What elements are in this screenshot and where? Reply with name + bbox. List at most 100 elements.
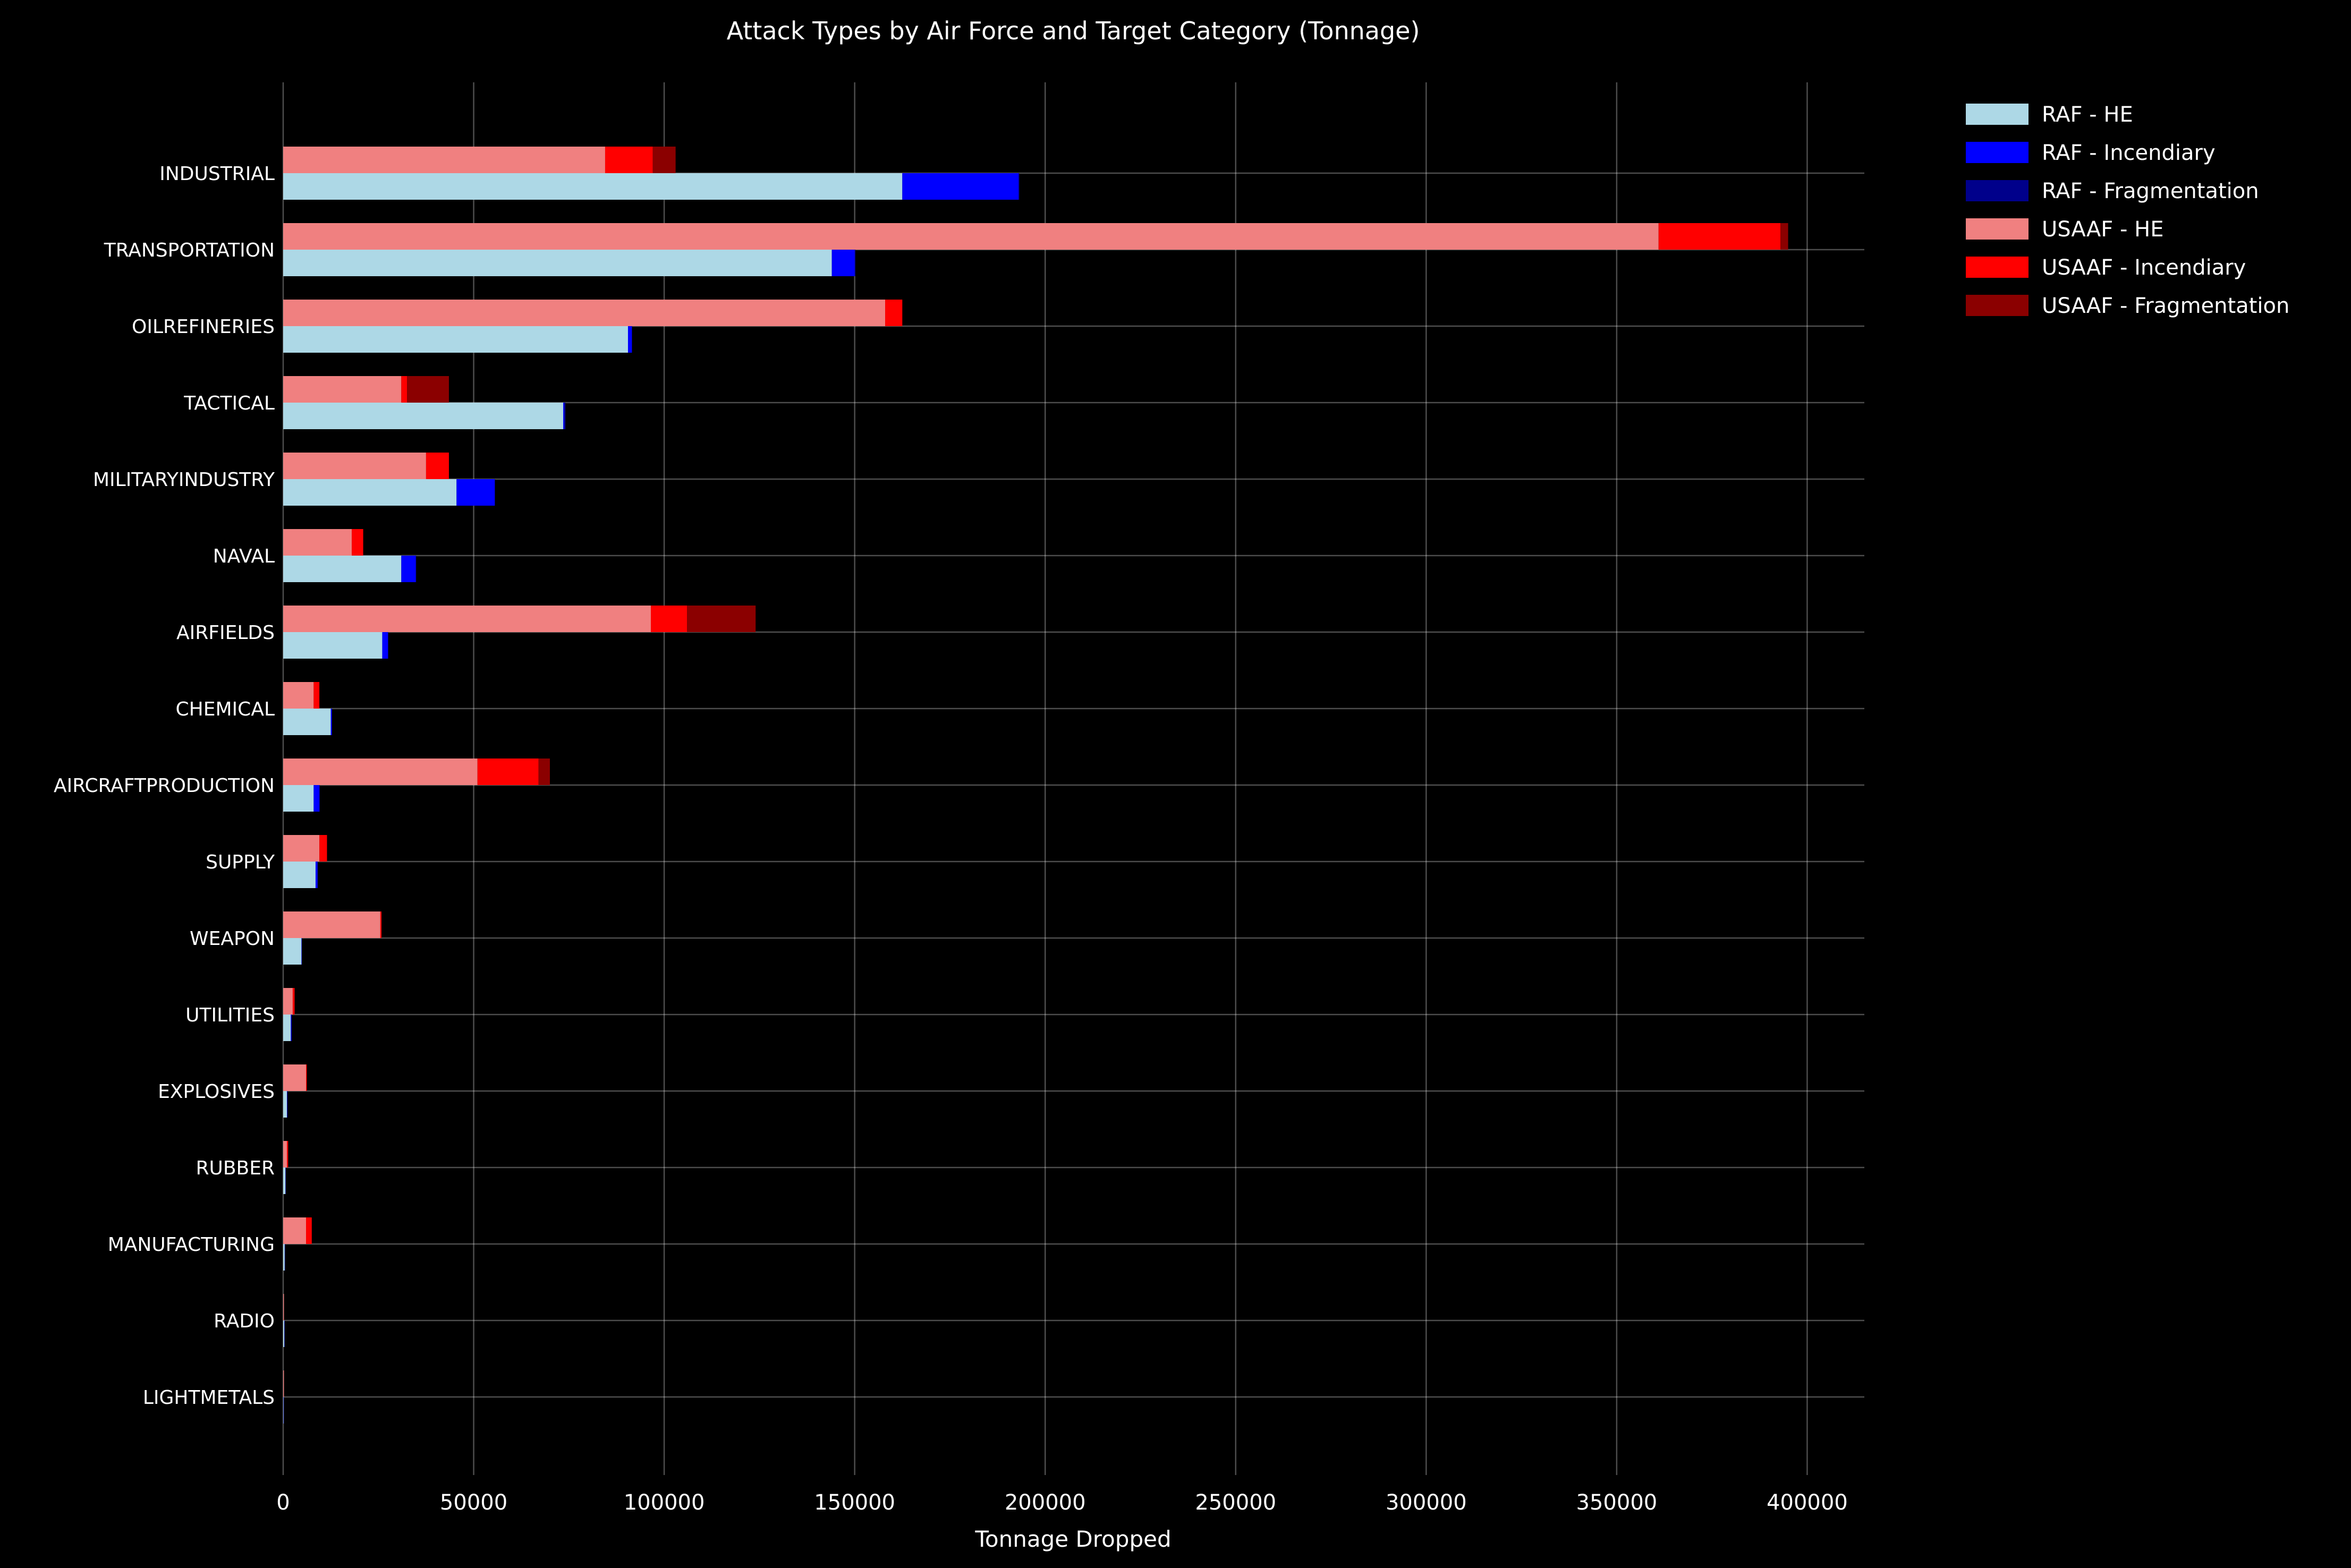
bar-segment bbox=[283, 606, 651, 632]
bar-segment bbox=[538, 759, 550, 785]
bar-segment bbox=[407, 376, 449, 403]
bar-segment bbox=[283, 147, 605, 173]
bar-segment bbox=[651, 606, 688, 632]
bar-segment bbox=[283, 1217, 307, 1244]
bar-segment bbox=[1780, 223, 1788, 250]
bar-segment bbox=[283, 300, 886, 326]
bar-segment bbox=[283, 1244, 285, 1271]
x-tick-label: 350000 bbox=[1576, 1490, 1658, 1515]
legend-label: RAF - Incendiary bbox=[2042, 141, 2216, 165]
y-tick-label: WEAPON bbox=[190, 928, 275, 950]
legend: RAF - HE RAF - Incendiary RAF - Fragmentat… bbox=[1966, 103, 2289, 318]
y-tick-label: OILREFINERIES bbox=[132, 316, 275, 338]
bar-segment bbox=[380, 911, 382, 938]
x-axis-label: Tonnage Dropped bbox=[974, 1526, 1171, 1552]
bar-segment bbox=[283, 250, 832, 276]
bar-segment bbox=[315, 862, 318, 888]
legend-label: USAAF - HE bbox=[2042, 217, 2163, 242]
y-tick-label: EXPLOSIVES bbox=[158, 1081, 275, 1103]
bar-segment bbox=[319, 785, 320, 812]
bar-segment bbox=[283, 938, 302, 965]
bar-segment bbox=[283, 1064, 307, 1091]
bar-segment bbox=[382, 632, 388, 659]
legend-swatch bbox=[1966, 295, 2029, 316]
y-tick-label: RUBBER bbox=[196, 1157, 275, 1179]
x-tick-label: 200000 bbox=[1005, 1490, 1086, 1515]
legend-label: USAAF - Incendiary bbox=[2042, 255, 2246, 280]
chart-title: Attack Types by Air Force and Target Cat… bbox=[727, 16, 1420, 45]
bar-segment bbox=[283, 479, 457, 506]
legend-swatch bbox=[1966, 142, 2029, 163]
y-tick-label: AIRFIELDS bbox=[176, 622, 275, 644]
bar-segment bbox=[287, 1141, 288, 1168]
bar-segment bbox=[283, 556, 402, 582]
bar-segment bbox=[283, 403, 564, 429]
bar-segment bbox=[401, 376, 408, 403]
bar-segment bbox=[283, 1015, 291, 1041]
y-tick-label: CHEMICAL bbox=[176, 698, 275, 720]
bar-segment bbox=[283, 223, 1659, 250]
bar-segment bbox=[885, 300, 903, 326]
bar-segment bbox=[283, 632, 383, 659]
bar-segment bbox=[1658, 223, 1781, 250]
bar-segment bbox=[283, 1397, 284, 1424]
bar-segment bbox=[605, 147, 653, 173]
legend-swatch bbox=[1966, 180, 2029, 201]
bar-segment bbox=[426, 453, 449, 479]
legend-label: RAF - HE bbox=[2042, 103, 2133, 127]
y-tick-label: UTILITIES bbox=[185, 1004, 275, 1026]
bar-segment bbox=[285, 1168, 286, 1194]
bar-segment bbox=[283, 376, 402, 403]
bar-segment bbox=[283, 1370, 284, 1397]
y-tick-label: INDUSTRIAL bbox=[159, 163, 275, 185]
bar-segment bbox=[283, 326, 628, 353]
x-tick-label: 150000 bbox=[814, 1490, 895, 1515]
x-tick-label: 0 bbox=[276, 1490, 290, 1515]
bar-segment bbox=[313, 682, 320, 709]
x-tick-label: 300000 bbox=[1386, 1490, 1467, 1515]
bar-segment bbox=[283, 1294, 284, 1320]
legend-swatch bbox=[1966, 257, 2029, 278]
bar-segment bbox=[652, 147, 676, 173]
bar-segment bbox=[306, 1217, 312, 1244]
bar-segment bbox=[283, 988, 293, 1015]
bar-segment bbox=[301, 938, 302, 965]
bar-segment bbox=[283, 759, 478, 785]
bar-segment bbox=[283, 835, 320, 862]
bar-segment bbox=[283, 911, 380, 938]
bar-segment bbox=[283, 1168, 286, 1194]
bar-segment bbox=[902, 173, 1019, 200]
bar-segment bbox=[283, 785, 314, 812]
bar-segment bbox=[283, 1091, 287, 1118]
y-tick-label: RADIO bbox=[214, 1310, 275, 1332]
x-tick-label: 250000 bbox=[1195, 1490, 1276, 1515]
bar-segment bbox=[563, 403, 565, 429]
x-tick-label: 50000 bbox=[440, 1490, 507, 1515]
bar-segment bbox=[627, 326, 632, 353]
bars bbox=[283, 147, 1788, 1424]
bar-segment bbox=[477, 759, 539, 785]
legend-swatch bbox=[1966, 104, 2029, 125]
bar-segment bbox=[330, 709, 332, 735]
legend-label: USAAF - Fragmentation bbox=[2042, 294, 2289, 318]
bar-segment bbox=[352, 529, 363, 556]
y-tick-label: TACTICAL bbox=[183, 393, 275, 414]
y-tick-label: SUPPLY bbox=[206, 851, 275, 873]
bar-segment bbox=[319, 835, 327, 862]
bar-segment bbox=[831, 250, 855, 276]
bar-segment bbox=[283, 529, 352, 556]
x-tick-label: 400000 bbox=[1767, 1490, 1848, 1515]
bar-segment bbox=[284, 1320, 285, 1347]
bar-segment bbox=[283, 862, 316, 888]
x-axis-ticks: 0 50000 100000 150000 200000 250000 300000 3500… bbox=[276, 1490, 1848, 1515]
y-axis-ticks: INDUSTRIAL TRANSPORTATION OILREFINERIES TAC… bbox=[54, 163, 275, 1409]
y-tick-label: LIGHTMETALS bbox=[143, 1387, 275, 1409]
bar-segment bbox=[283, 682, 314, 709]
bar-segment bbox=[283, 1141, 287, 1168]
bar-segment bbox=[564, 403, 566, 429]
bar-segment bbox=[283, 173, 903, 200]
bar-segment bbox=[283, 709, 331, 735]
bar-segment bbox=[292, 988, 295, 1015]
bar-segment bbox=[283, 453, 426, 479]
